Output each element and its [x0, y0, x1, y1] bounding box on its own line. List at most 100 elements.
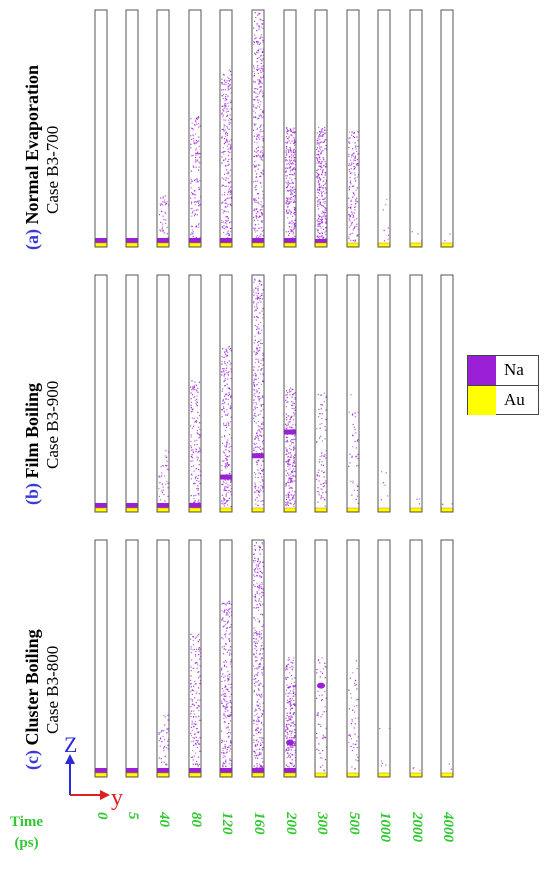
na-particle	[291, 199, 293, 201]
na-particle	[293, 745, 295, 747]
na-particle	[195, 716, 197, 718]
na-particle	[286, 436, 289, 438]
na-particle	[260, 434, 262, 437]
na-particle	[319, 158, 321, 160]
na-particle	[287, 463, 290, 466]
na-particle	[317, 490, 319, 492]
na-particle	[317, 229, 319, 231]
na-particle	[259, 682, 261, 684]
na-particle	[190, 411, 193, 413]
na-particle	[292, 163, 294, 165]
na-particle	[291, 497, 293, 499]
na-particle	[227, 76, 229, 78]
na-particle	[293, 393, 295, 395]
na-particle	[353, 227, 355, 230]
na-particle	[288, 723, 290, 725]
na-particle	[226, 114, 229, 116]
na-particle	[226, 409, 228, 411]
na-particle	[221, 741, 223, 744]
na-particle	[260, 397, 262, 399]
na-particle	[228, 433, 231, 436]
na-particle	[285, 750, 287, 752]
na-particle	[294, 144, 296, 146]
na-particle	[253, 301, 255, 303]
na-particle	[253, 553, 255, 556]
na-particle	[225, 612, 228, 614]
na-particle	[254, 335, 256, 337]
na-particle	[316, 478, 318, 481]
na-liquid-layer	[126, 238, 138, 243]
na-particle	[286, 419, 288, 421]
na-particle	[223, 107, 225, 109]
na-particle	[261, 613, 263, 615]
na-particle	[256, 347, 258, 349]
na-particle	[318, 183, 321, 185]
na-particle	[318, 160, 320, 163]
na-particle	[257, 344, 260, 346]
na-particle	[253, 80, 255, 82]
na-particle	[261, 486, 264, 488]
na-particle	[262, 561, 264, 563]
na-particle	[385, 204, 387, 206]
na-particle	[222, 653, 225, 655]
na-particle	[226, 169, 228, 171]
na-particle	[257, 49, 259, 52]
na-particle	[416, 498, 418, 500]
na-particle	[351, 185, 353, 187]
na-particle	[287, 211, 289, 214]
na-particle	[261, 136, 263, 138]
na-particle	[289, 213, 292, 215]
na-particle	[199, 460, 201, 462]
na-particle	[256, 127, 259, 129]
na-particle	[258, 720, 260, 722]
na-particle	[256, 24, 258, 26]
na-particle	[289, 391, 291, 393]
na-particle	[192, 502, 195, 504]
na-particle	[230, 371, 232, 373]
na-particle	[320, 153, 322, 155]
na-particle	[227, 173, 229, 175]
na-particle	[324, 690, 326, 693]
na-particle	[316, 732, 318, 735]
na-particle	[198, 186, 200, 188]
na-particle	[221, 151, 223, 154]
na-particle	[262, 614, 264, 616]
na-particle	[258, 586, 260, 588]
na-particle	[224, 707, 226, 709]
na-particle	[293, 495, 295, 497]
na-particle	[290, 182, 292, 184]
na-particle	[198, 692, 200, 695]
na-particle	[262, 416, 264, 419]
na-particle	[257, 168, 259, 170]
na-particle	[224, 106, 226, 108]
na-particle	[223, 143, 225, 145]
na-particle	[323, 401, 325, 403]
na-particle	[323, 476, 325, 478]
na-particle	[195, 476, 197, 478]
au-substrate	[284, 242, 296, 247]
na-particle	[260, 76, 262, 78]
na-particle	[261, 82, 263, 85]
na-particle	[167, 738, 170, 740]
na-particle	[317, 230, 319, 232]
na-particle	[255, 660, 257, 662]
na-particle	[229, 626, 232, 628]
na-particle	[357, 131, 359, 133]
na-particle	[286, 714, 288, 717]
na-particle	[226, 455, 228, 458]
na-particle	[221, 618, 224, 620]
na-particle	[191, 474, 193, 476]
na-particle	[293, 419, 295, 421]
na-particle	[254, 88, 256, 90]
na-particle	[254, 549, 257, 551]
na-particle	[199, 125, 201, 127]
na-particle	[255, 745, 257, 747]
na-particle	[190, 436, 192, 438]
na-particle	[287, 441, 289, 443]
na-particle	[289, 730, 291, 733]
au-substrate	[410, 772, 422, 777]
na-particle	[256, 432, 258, 434]
na-particle	[324, 438, 326, 440]
na-particle	[229, 147, 231, 149]
na-particle	[226, 442, 228, 444]
